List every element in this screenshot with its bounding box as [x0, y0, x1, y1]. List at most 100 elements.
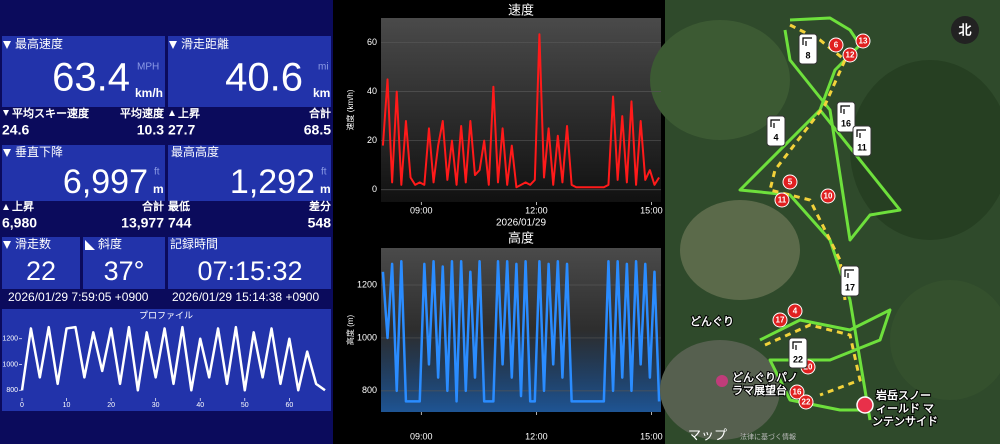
- run-marker[interactable]: [828, 37, 844, 53]
- value: 22: [26, 256, 56, 286]
- unit: km/h: [135, 86, 163, 100]
- run-marker-label[interactable]: 13: [859, 37, 868, 46]
- value: 744: [168, 215, 192, 231]
- run-marker-label[interactable]: 16: [793, 388, 802, 397]
- run-marker-label[interactable]: 12: [846, 51, 855, 60]
- label: 平均速度: [120, 106, 165, 120]
- x-tick-label: 09:00: [410, 431, 433, 441]
- value: 07:15:32: [197, 256, 302, 286]
- run-marker[interactable]: [782, 174, 798, 190]
- value: 13,977: [121, 215, 164, 231]
- data-line: [20, 325, 326, 392]
- run-marker-label[interactable]: 11: [778, 196, 787, 205]
- run-marker-label[interactable]: 10: [824, 192, 833, 201]
- compass[interactable]: [951, 16, 979, 44]
- poi-pin[interactable]: [856, 396, 874, 414]
- tile: [2, 145, 165, 201]
- run-marker[interactable]: [772, 312, 788, 328]
- route: [759, 308, 892, 412]
- y-tick-label: 1000: [357, 332, 377, 342]
- x-tick-label: 0: [20, 402, 24, 409]
- y-tick-label: 20: [367, 135, 377, 145]
- value: 68.5: [304, 122, 331, 138]
- label: 差分: [309, 199, 331, 213]
- run-marker-label[interactable]: 4: [793, 307, 798, 316]
- value: 40.6: [225, 56, 303, 100]
- icon: [3, 149, 11, 157]
- place-label: ラマ展望台: [732, 383, 787, 397]
- run-marker[interactable]: [855, 33, 871, 49]
- tile: [2, 237, 80, 289]
- label: 垂直下降: [15, 145, 63, 159]
- chart: 800 1000 1200 0 10 20 30 40 50 60: [2, 325, 326, 409]
- x-tick-label: 50: [241, 402, 249, 409]
- label: 滑走数: [15, 236, 51, 251]
- run-marker[interactable]: [820, 188, 836, 204]
- x-tick-label: 30: [152, 402, 160, 409]
- lift-sign-label[interactable]: 22: [793, 354, 803, 364]
- value: 548: [308, 215, 332, 231]
- y-tick-label: 60: [367, 37, 377, 47]
- run-marker[interactable]: [842, 47, 858, 63]
- icon: [3, 41, 11, 49]
- value: 6,997: [63, 163, 148, 201]
- unit: mi: [318, 62, 329, 73]
- icon: [169, 41, 177, 49]
- run-marker-label[interactable]: 5: [788, 178, 793, 187]
- icon: [3, 204, 9, 210]
- end-time: 2026/01/29 15:14:38 +0900: [172, 290, 319, 304]
- run-marker[interactable]: [789, 384, 805, 400]
- run-marker-label[interactable]: 20: [804, 363, 813, 372]
- lift-icon: [840, 105, 850, 114]
- tile: [168, 36, 331, 107]
- run-marker-label[interactable]: 6: [834, 41, 839, 50]
- lift-sign-label[interactable]: 4: [773, 132, 778, 142]
- run-marker-label[interactable]: 17: [776, 316, 785, 325]
- lift-sign-label[interactable]: 17: [845, 282, 855, 292]
- lift-icon: [802, 37, 812, 46]
- run-marker-label[interactable]: 22: [802, 398, 811, 407]
- route: [783, 29, 902, 242]
- label: 平均スキー速度: [12, 106, 90, 120]
- value: 10.3: [137, 122, 164, 138]
- y-tick-label: 40: [367, 86, 377, 96]
- legal-link[interactable]: 法律に基づく情報: [740, 432, 796, 441]
- place-label: どんぐりパノ: [732, 371, 798, 384]
- y-tick-label: 800: [362, 385, 377, 395]
- tile: [168, 145, 331, 201]
- x-tick-label: 12:00: [525, 431, 548, 441]
- label: 上昇: [178, 106, 200, 120]
- terrain: [650, 20, 790, 140]
- lift-sign-label[interactable]: 16: [841, 118, 851, 128]
- x-tick-label: 15:00: [640, 431, 663, 441]
- map-brand: マップ: [688, 427, 727, 442]
- x-tick-label: 20: [107, 402, 115, 409]
- lift-icon: [770, 119, 780, 128]
- lift-sign-label[interactable]: 11: [857, 142, 867, 152]
- place-label: ンテンサイド: [872, 415, 938, 428]
- place-label: どんぐり: [690, 315, 734, 328]
- icon: [85, 240, 95, 250]
- poi-pin[interactable]: [716, 375, 728, 387]
- run-marker[interactable]: [787, 303, 803, 319]
- lift-icon: [856, 129, 866, 138]
- route: [764, 323, 862, 397]
- icon: [3, 110, 9, 116]
- profile-bg: [2, 309, 331, 411]
- label: 合計: [309, 106, 331, 120]
- lift-sign-label[interactable]: 8: [805, 50, 810, 60]
- y-tick-label: 1000: [2, 361, 18, 368]
- run-marker[interactable]: [774, 192, 790, 208]
- x-axis-label: 2026/01/29: [496, 218, 546, 229]
- terrain: [680, 200, 800, 300]
- value: 6,980: [2, 215, 37, 231]
- tile: [168, 237, 331, 289]
- icon: [169, 110, 175, 116]
- route: [764, 23, 862, 397]
- chart-title: 高度: [508, 230, 534, 245]
- compass-label[interactable]: 北: [958, 22, 971, 37]
- unit: m: [320, 182, 331, 196]
- run-marker[interactable]: [798, 394, 814, 410]
- y-tick-label: 800: [6, 387, 18, 394]
- unit: ft: [154, 167, 160, 178]
